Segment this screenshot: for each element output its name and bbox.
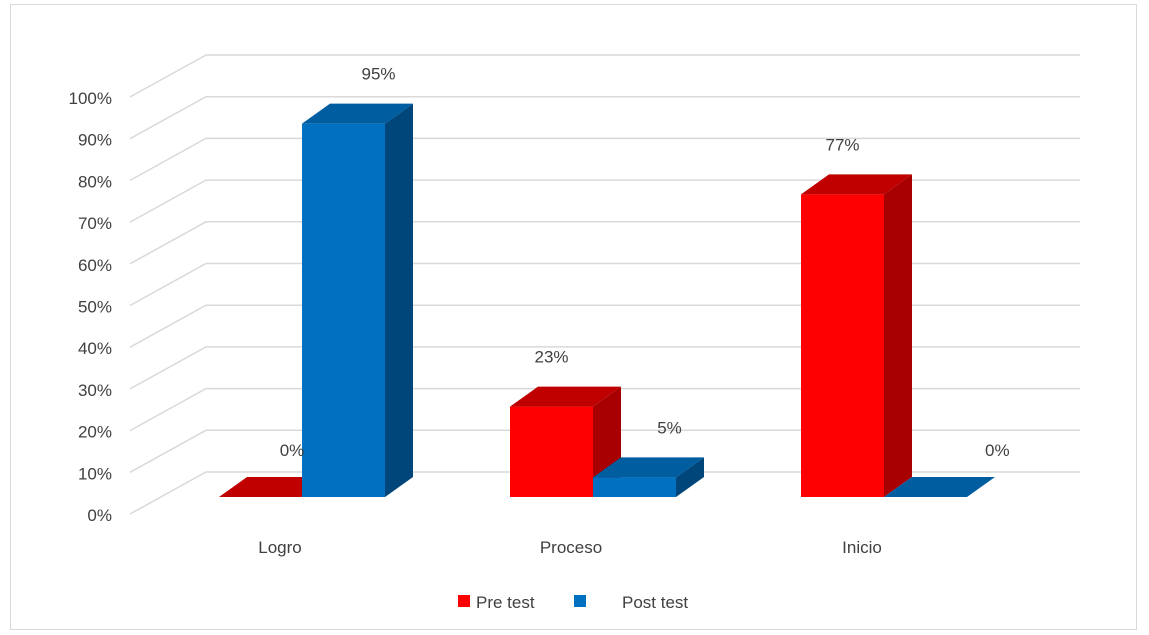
gridline (129, 95, 1080, 140)
gridline (129, 429, 1080, 473)
bar-top (884, 477, 995, 497)
chart-frame (10, 4, 1137, 630)
y-tick-label: 100% (69, 89, 112, 108)
y-tick-label: 80% (78, 172, 112, 191)
data-labels: 0% 95% 23% 5% 77% 0% (280, 65, 1010, 460)
y-tick-label: 10% (78, 464, 112, 483)
bar-side (884, 174, 912, 497)
bar-front (593, 477, 676, 497)
gridline (129, 346, 1080, 390)
data-label: 77% (825, 135, 859, 154)
legend-entry-post-test: Post test (574, 593, 688, 612)
gridline (129, 221, 1080, 265)
legend-label: Post test (622, 593, 688, 612)
y-tick-label: 0% (87, 506, 112, 525)
y-tick-label: 60% (78, 256, 112, 275)
legend-swatch (574, 595, 586, 607)
x-tick-label: Logro (258, 538, 301, 557)
x-tick-label: Inicio (842, 538, 882, 557)
bar-top (593, 457, 704, 478)
data-label: 0% (280, 441, 305, 460)
y-axis-tick-labels: 0% 10% 20% 30% 40% 50% 60% 70% 80% 90% 100% (69, 89, 112, 525)
bar-top (302, 103, 413, 124)
y-tick-label: 20% (78, 423, 112, 442)
legend: Pre test Post test (458, 593, 688, 612)
bar-post-test-proceso (593, 457, 704, 497)
data-label: 23% (534, 348, 568, 367)
bar-front (510, 406, 593, 497)
bar-top (510, 386, 621, 407)
bar-side (676, 457, 704, 497)
gridline (129, 262, 1080, 307)
gridline (129, 471, 1080, 515)
legend-swatch (458, 595, 470, 607)
legend-entry-pre-test: Pre test (458, 593, 535, 612)
x-axis-tick-labels: Logro Proceso Inicio (258, 538, 882, 557)
y-tick-label: 30% (78, 381, 112, 400)
gridline (129, 387, 1080, 432)
bar-post-test-logro (302, 103, 413, 498)
y-tick-label: 40% (78, 339, 112, 358)
x-tick-label: Proceso (540, 538, 602, 557)
gridline (129, 54, 1080, 98)
y-tick-label: 90% (78, 131, 112, 150)
bar-front (302, 123, 385, 498)
legend-label: Pre test (476, 593, 535, 612)
gridlines (129, 54, 1080, 515)
data-label: 5% (657, 418, 682, 437)
data-label: 95% (361, 65, 395, 84)
data-label: 0% (985, 441, 1010, 460)
bar-top (801, 174, 912, 195)
bar-post-test-inicio (884, 477, 995, 497)
gridline (129, 137, 1080, 182)
y-tick-label: 50% (78, 298, 112, 317)
bars (219, 103, 995, 498)
gridline (129, 179, 1080, 223)
bar-side (385, 103, 413, 498)
bar-pre-test-inicio (801, 174, 912, 497)
y-tick-label: 70% (78, 214, 112, 233)
gridline (129, 304, 1080, 348)
bar-front (801, 194, 884, 497)
